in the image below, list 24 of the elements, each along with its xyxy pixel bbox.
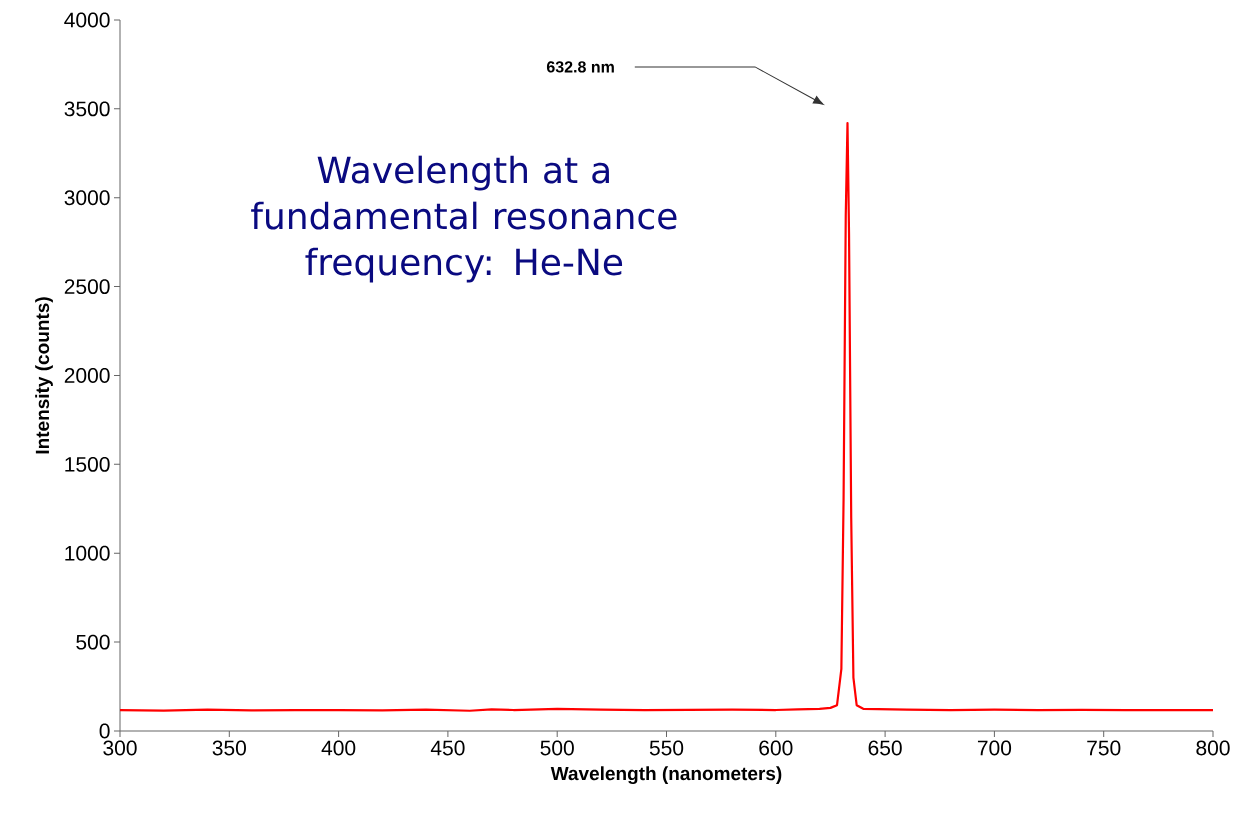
- y-tick-label: 3500: [64, 101, 110, 117]
- x-tick-label: 350: [212, 740, 246, 756]
- x-tick-label: 450: [430, 740, 465, 756]
- y-tick-label: 1500: [65, 456, 110, 472]
- y-tick-label: 4000: [64, 12, 110, 28]
- x-axis-title: Wavelength (nanometers): [550, 766, 782, 785]
- x-tick-label: 600: [759, 740, 793, 756]
- x-tick-label: 700: [977, 740, 1012, 756]
- x-tick-label: 500: [540, 740, 574, 756]
- y-tick-label: 1000: [65, 545, 110, 561]
- y-tick-label: 0: [99, 723, 110, 739]
- y-tick-label: 2000: [64, 368, 110, 383]
- y-axis-title: Intensity (counts): [35, 297, 53, 454]
- x-tick-label: 300: [103, 740, 137, 756]
- annotation: Wavelength at a fundamental resonance frequency: He-Ne: [251, 155, 677, 283]
- x-tick-label: 550: [649, 740, 684, 756]
- y-tick-label: 3000: [64, 190, 110, 206]
- y-tick-label: 2500: [64, 279, 110, 295]
- x-tick-label: 800: [1196, 740, 1230, 756]
- annotation: 632.8 nm: [546, 61, 614, 73]
- x-tick-label: 400: [321, 740, 356, 756]
- x-tick-label: 750: [1087, 740, 1121, 756]
- y-tick-label: 500: [76, 634, 110, 650]
- x-tick-label: 650: [868, 740, 902, 756]
